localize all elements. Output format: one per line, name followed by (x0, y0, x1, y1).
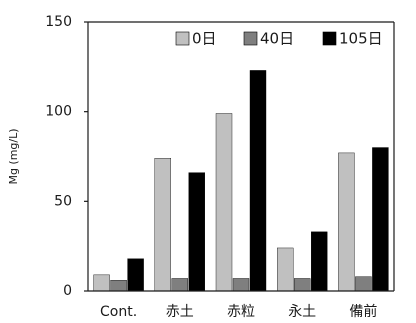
legend-label-1: 0日 (192, 30, 217, 48)
legend-swatch-2 (243, 31, 258, 46)
bar-5-series-2 (355, 276, 372, 292)
bar-2-series-2 (171, 278, 189, 292)
bar-3-series-1 (215, 113, 233, 292)
bar-2-series-1 (154, 158, 172, 292)
legend-swatch-3 (322, 31, 337, 46)
y-axis-label-group: Mg (mg/L) (7, 128, 20, 184)
legend-label-3: 105日 (339, 30, 383, 48)
y-axis-label: Mg (mg/L) (7, 128, 20, 184)
y-tick-label: 0 (63, 283, 72, 299)
y-ticks-group: 0 50 100 150 (45, 14, 88, 299)
bar-4-series-2 (294, 278, 311, 292)
bar-1-series-1 (93, 274, 110, 292)
x-category-label: 赤土 (166, 304, 194, 320)
x-category-label: 永土 (288, 304, 316, 320)
y-tick-label: 150 (45, 14, 72, 30)
bar-3-series-3 (249, 70, 267, 292)
bars-group (93, 70, 389, 292)
bar-5-series-1 (338, 152, 355, 292)
bar-4-series-3 (311, 231, 328, 292)
x-category-label: 備前 (349, 303, 377, 320)
bar-1-series-2 (110, 280, 127, 292)
y-tick-label: 100 (45, 104, 72, 120)
bar-1-series-3 (127, 258, 144, 292)
x-category-label: Cont. (100, 304, 137, 320)
legend: 0日 40日 105日 (175, 30, 383, 48)
x-category-label: 赤粒 (227, 304, 255, 320)
legend-swatch-1 (175, 31, 190, 46)
category-labels-group: Cont. 赤土 赤粒 永土 備前 (100, 303, 377, 320)
bar-3-series-2 (232, 278, 250, 292)
bar-4-series-1 (277, 247, 294, 292)
bar-2-series-3 (188, 172, 206, 292)
y-tick-label: 50 (54, 193, 72, 209)
axes-group (87, 21, 395, 292)
legend-label-2: 40日 (260, 30, 294, 48)
bar-5-series-3 (372, 147, 389, 292)
